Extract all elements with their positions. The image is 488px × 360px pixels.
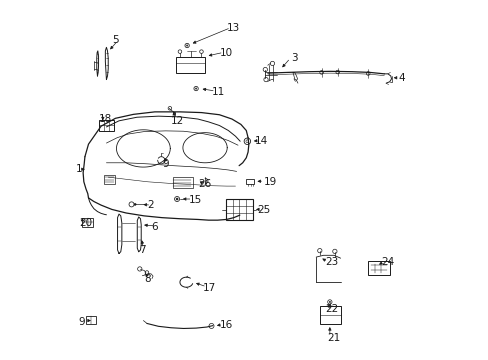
Bar: [82, 218, 93, 226]
Bar: [86, 316, 96, 324]
Text: 9: 9: [79, 317, 85, 327]
Bar: [104, 175, 115, 184]
Text: 26: 26: [198, 179, 211, 189]
Text: 14: 14: [255, 136, 268, 145]
Text: 19: 19: [264, 177, 277, 187]
Text: 8: 8: [144, 274, 150, 284]
Bar: [176, 57, 204, 73]
Text: 6: 6: [151, 222, 158, 231]
Text: 5: 5: [112, 35, 118, 45]
Bar: [172, 177, 192, 188]
Circle shape: [186, 45, 187, 46]
Bar: [246, 179, 254, 184]
Text: 23: 23: [325, 257, 338, 267]
Circle shape: [328, 301, 330, 303]
Text: 24: 24: [380, 257, 393, 267]
Bar: [225, 199, 252, 220]
Text: 15: 15: [188, 195, 202, 205]
Text: 13: 13: [226, 23, 239, 33]
Circle shape: [134, 203, 136, 206]
Text: 1: 1: [76, 164, 82, 174]
Text: 12: 12: [171, 116, 184, 126]
Text: 4: 4: [398, 73, 405, 83]
Text: 16: 16: [219, 320, 232, 330]
Text: 2: 2: [147, 200, 154, 210]
Bar: [99, 121, 114, 131]
Bar: [319, 306, 341, 324]
Text: 20: 20: [79, 218, 92, 228]
Text: 7: 7: [139, 245, 145, 255]
Circle shape: [195, 88, 196, 89]
Text: 9: 9: [162, 159, 168, 169]
Text: 17: 17: [203, 283, 216, 293]
Text: 10: 10: [219, 48, 232, 58]
Text: 21: 21: [326, 333, 340, 343]
Bar: [367, 261, 389, 275]
Text: 22: 22: [325, 304, 338, 314]
Text: 18: 18: [99, 114, 112, 124]
Circle shape: [176, 198, 178, 200]
Text: 11: 11: [212, 87, 225, 97]
Text: 3: 3: [290, 53, 297, 63]
Text: 25: 25: [257, 206, 270, 216]
